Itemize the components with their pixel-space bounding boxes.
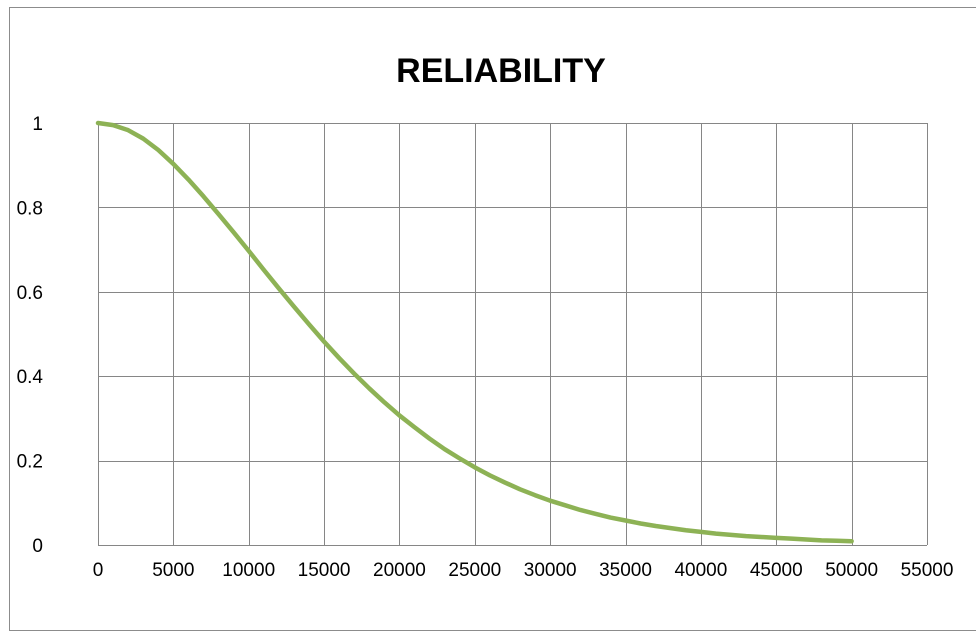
x-tick-label: 40000: [674, 560, 727, 581]
y-tick-label: 0.8: [17, 198, 43, 219]
y-tick-label: 1: [32, 114, 43, 135]
y-tick-label: 0.6: [17, 283, 43, 304]
x-tick-label: 45000: [750, 560, 803, 581]
x-tick-label: 5000: [152, 560, 194, 581]
x-tick-label: 50000: [825, 560, 878, 581]
x-tick-label: 55000: [901, 560, 954, 581]
x-tick-label: 15000: [298, 560, 351, 581]
x-tick-label: 10000: [222, 560, 275, 581]
chart-frame: RELIABILITY 0 5000 10000 15000 20000 25000 300…: [9, 7, 976, 631]
x-tick-label: 25000: [448, 560, 501, 581]
y-axis-tick-labels: 0 0.2 0.4 0.6 0.8 1: [17, 114, 44, 557]
y-tick-label: 0: [32, 536, 43, 557]
x-tick-label: 35000: [599, 560, 652, 581]
reliability-series-line: [95, 120, 854, 544]
x-tick-label: 30000: [524, 560, 577, 581]
y-tick-label: 0.2: [17, 452, 43, 473]
grid: [98, 123, 928, 546]
x-axis-tick-labels: 0 5000 10000 15000 20000 25000 30000 35000 40000…: [93, 560, 954, 581]
y-tick-label: 0.4: [17, 367, 44, 388]
reliability-chart: RELIABILITY 0 5000 10000 15000 20000 25000 300…: [17, 52, 954, 581]
series-layer: [95, 120, 854, 544]
x-tick-label: 20000: [373, 560, 426, 581]
chart-title: RELIABILITY: [396, 52, 606, 90]
x-tick-label: 0: [93, 560, 104, 581]
